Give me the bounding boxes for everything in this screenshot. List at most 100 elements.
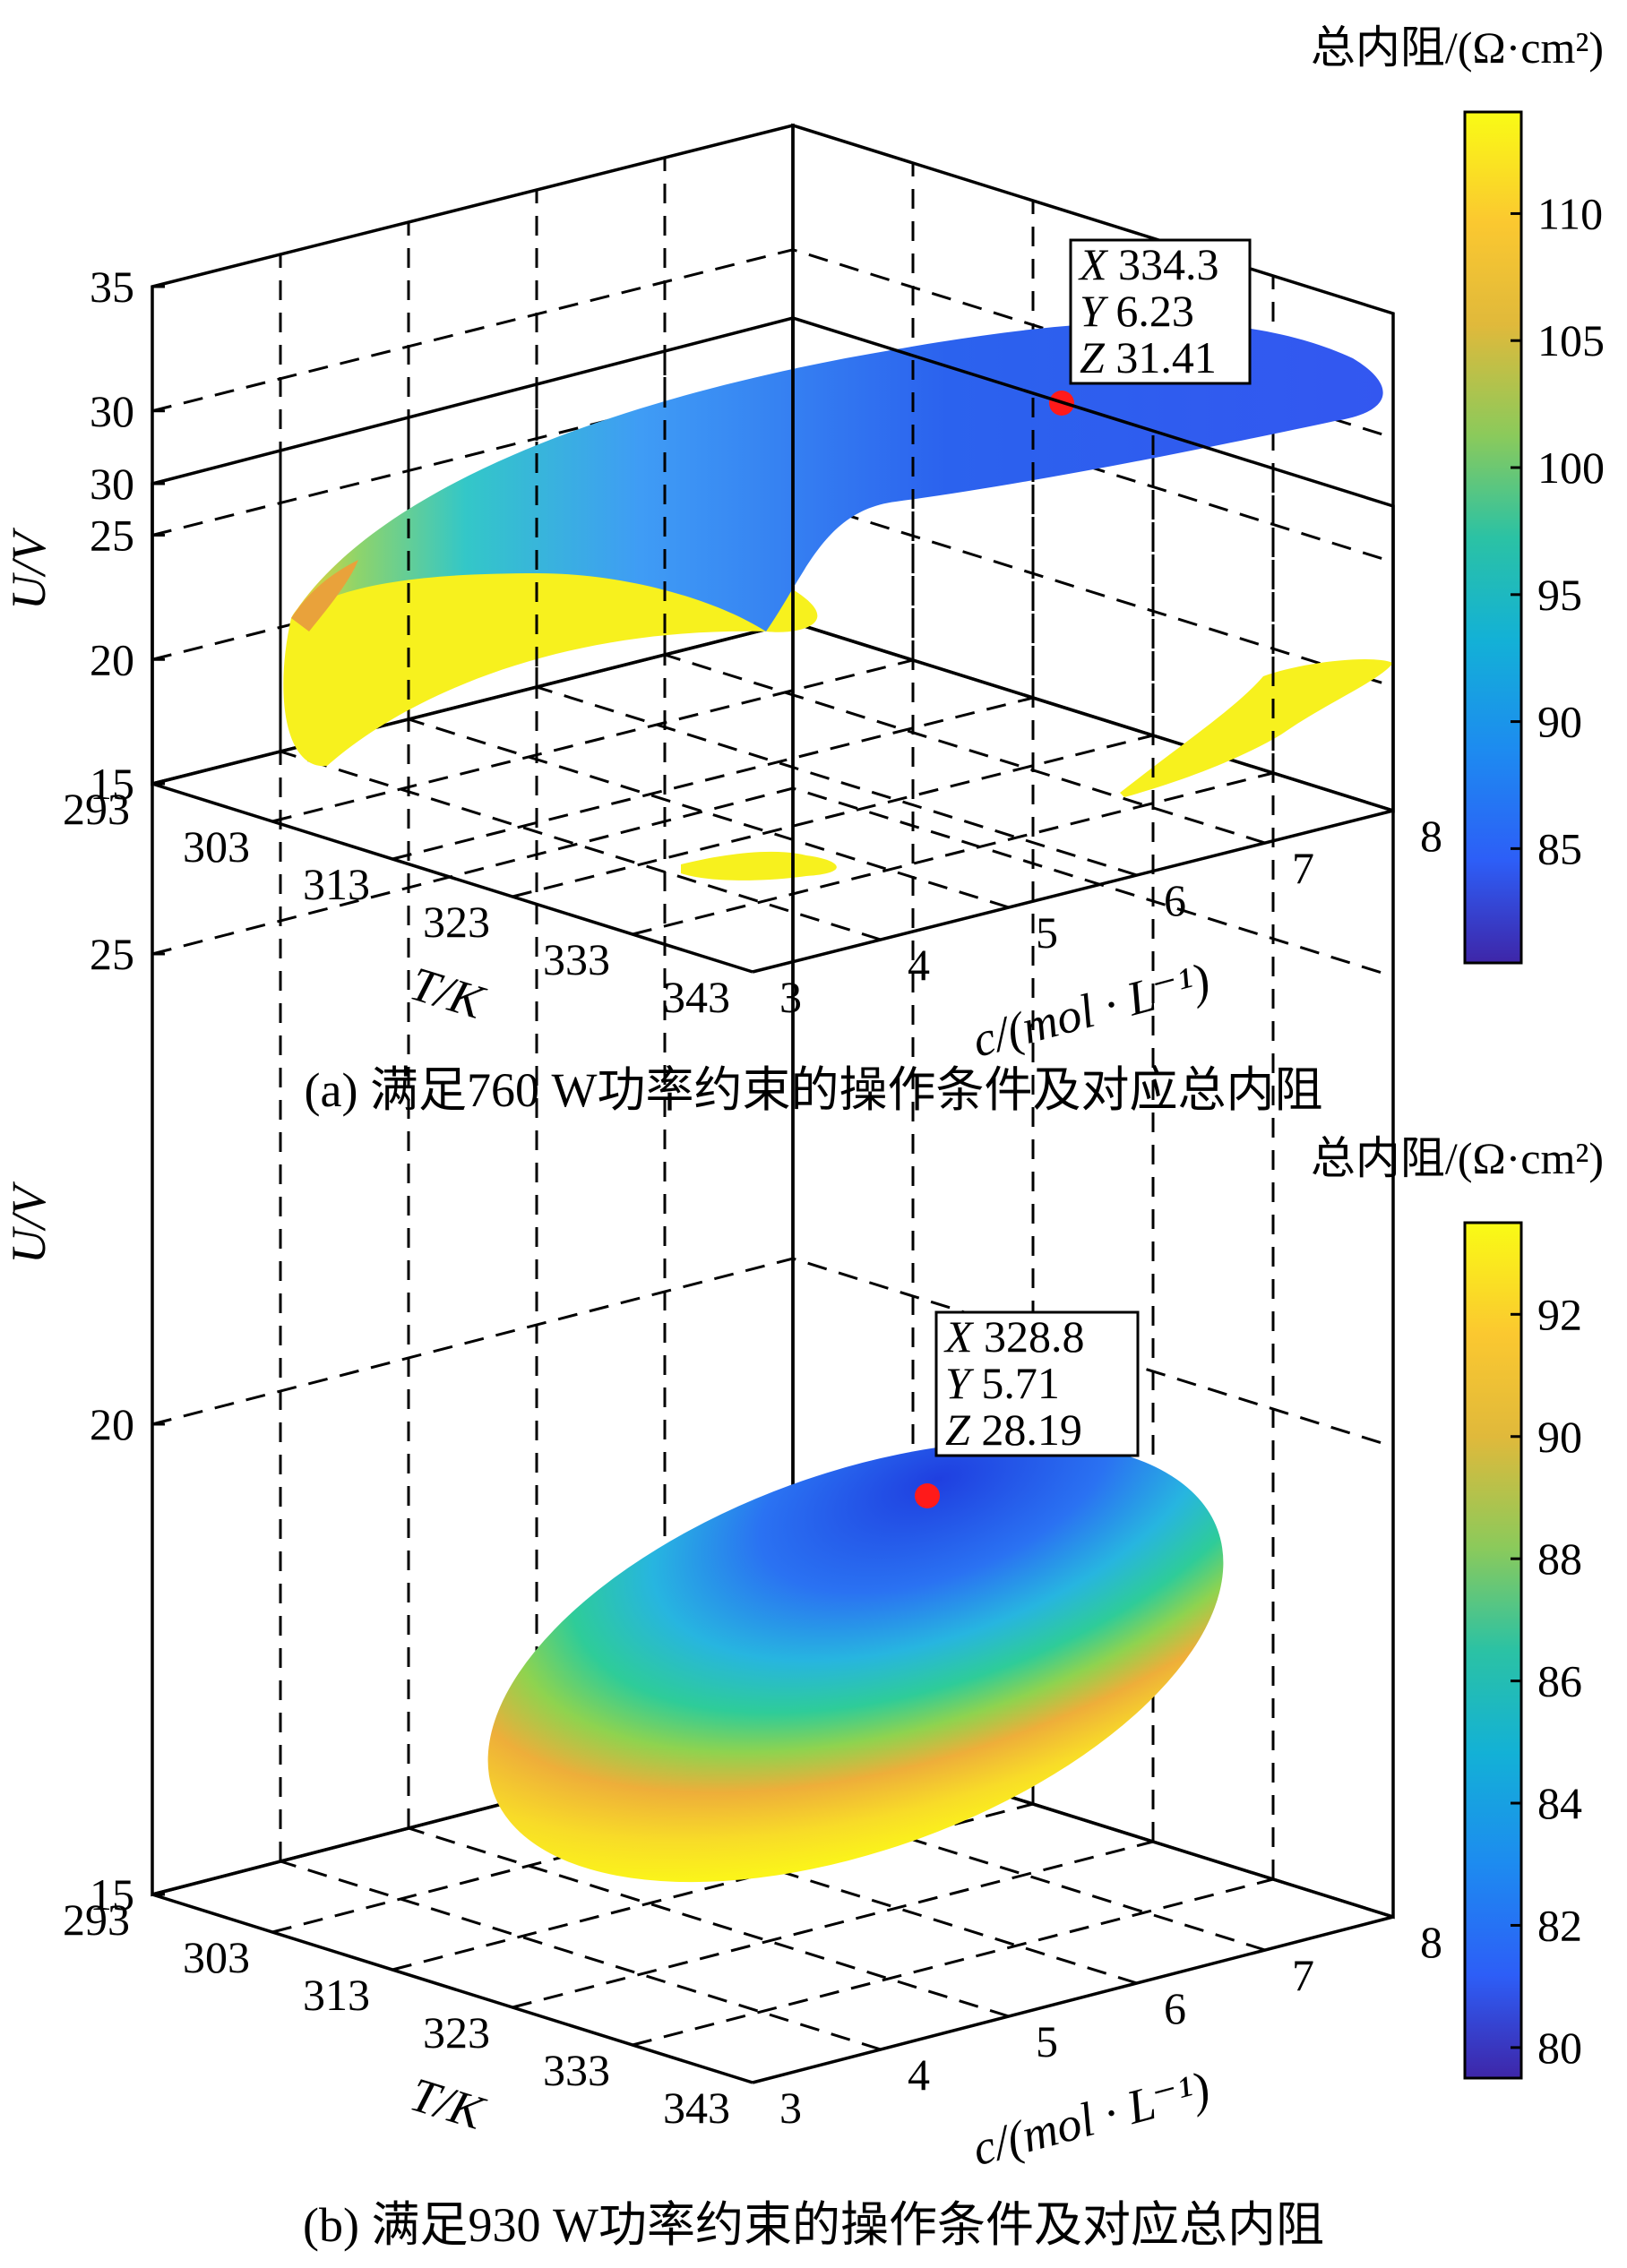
caption-a: (a) 满足760 W功率约束的操作条件及对应总内阻 <box>305 1063 1323 1117</box>
x-tick-label: 313 <box>303 1970 370 2020</box>
floor-edge-x <box>151 1893 753 2084</box>
y-tick-label: 8 <box>1420 811 1442 861</box>
colorbar-tick-label: 86 <box>1537 1656 1582 1706</box>
y-tick-label: 6 <box>1164 1983 1186 2033</box>
x-tick-label: 333 <box>543 2045 610 2095</box>
datatip-value: 28.19 <box>970 1405 1082 1455</box>
colorbar-tick-label: 88 <box>1537 1533 1582 1584</box>
grid-floor-x <box>632 1877 1274 2047</box>
z-tick-label: 30 <box>90 386 134 436</box>
colorbar-tick-label: 105 <box>1537 315 1605 365</box>
y-tick-label: 8 <box>1420 1917 1442 1967</box>
z-tick-label: 25 <box>90 929 134 979</box>
colorbar-tick-label: 82 <box>1537 1900 1582 1950</box>
grid-wall-z <box>151 786 1394 978</box>
z-tick-label: 30 <box>90 459 134 509</box>
y-tick-label: 3 <box>779 972 802 1022</box>
colorbar-tick-label: 100 <box>1537 442 1605 493</box>
x-tick-label: 343 <box>663 2083 730 2133</box>
y-axis-label: c/(mol · L⁻¹) <box>967 953 1215 1068</box>
grid-floor-x <box>632 771 1274 936</box>
floor-edge-x <box>151 782 753 974</box>
datatip-b[interactable]: X 328.8Y 5.71Z 28.19 <box>915 1310 1140 1508</box>
x-tick-label: 333 <box>543 934 610 984</box>
colorbar-tick-label: 84 <box>1537 1778 1582 1828</box>
datatip-key: Y <box>945 1358 975 1408</box>
grid-floor-x <box>271 658 914 823</box>
colorbar-title: 总内阻/(Ω·cm²) <box>1311 22 1604 73</box>
floor-edge-back-left <box>151 621 794 786</box>
colorbar-tick-label: 90 <box>1537 697 1582 747</box>
z-tick-label: 20 <box>90 634 134 684</box>
grid-floor-x <box>392 696 1034 861</box>
x-tick-label: 293 <box>63 784 130 834</box>
x-tick-label: 343 <box>663 972 730 1022</box>
grid-floor-y <box>536 685 1138 877</box>
surface-a-sheet <box>291 322 1383 631</box>
datatip-value: 5.71 <box>970 1358 1060 1408</box>
datatip-value: 6.23 <box>1105 286 1194 336</box>
datatip-key: X <box>943 1311 975 1362</box>
datatip-box <box>934 1310 1140 1457</box>
surface-a-floor-patch-2 <box>1120 658 1393 797</box>
datatip-value: 31.41 <box>1105 332 1217 382</box>
datatip-value: 328.8 <box>973 1311 1085 1362</box>
colorbar-tick-label: 80 <box>1537 2023 1582 2073</box>
datatip-row: Y 6.23 <box>1080 286 1194 336</box>
z-tick-label: 25 <box>90 511 134 561</box>
y-tick-label: 5 <box>1036 907 1058 958</box>
datatip-key: Z <box>945 1405 971 1455</box>
datatip-box <box>1069 238 1252 385</box>
caption-b: (b) 满足930 W功率约束的操作条件及对应总内阻 <box>303 2198 1324 2252</box>
datatip-marker <box>915 1483 940 1508</box>
datatip-value: 334.3 <box>1107 239 1219 289</box>
datatip-row: X 328.8 <box>943 1311 1085 1362</box>
datatip-a[interactable]: X 334.3Y 6.23Z 31.41 <box>1049 238 1252 416</box>
colorbar-ramp <box>1463 1221 1523 2080</box>
colorbar-tick-label: 92 <box>1537 1289 1582 1339</box>
floor-edge-back-right <box>792 621 1394 812</box>
grid-floor-y <box>408 1826 1010 2018</box>
datatip-row: Z 31.41 <box>1080 332 1217 382</box>
surface-b <box>487 1440 1224 1883</box>
y-tick-label: 7 <box>1292 1950 1314 2000</box>
surface-b-ellipsoid <box>487 1440 1224 1883</box>
colorbar-title: 总内阻/(Ω·cm²) <box>1311 1133 1604 1183</box>
floor-edge-y <box>752 809 1394 974</box>
datatip-key: Y <box>1080 286 1109 336</box>
x-tick-label: 303 <box>183 1932 250 1982</box>
colorbar-tick-label: 85 <box>1537 823 1582 873</box>
colorbar-tick-label: 95 <box>1537 570 1582 620</box>
datatip-key: X <box>1078 239 1109 289</box>
grid-wall-z <box>151 1257 1394 1448</box>
x-axis-label: T/K <box>404 957 492 1030</box>
datatip-key: Z <box>1080 332 1106 382</box>
z-tick-label: 15 <box>90 1869 134 1920</box>
datatip-row: Z 28.19 <box>945 1405 1082 1455</box>
surface-a-rim <box>291 560 358 631</box>
y-tick-label: 7 <box>1292 843 1314 893</box>
grid-floor-y <box>664 653 1266 845</box>
y-tick-label: 4 <box>908 940 930 990</box>
y-tick-label: 4 <box>908 2049 930 2100</box>
x-tick-label: 313 <box>303 859 370 909</box>
x-tick-label: 323 <box>423 2007 490 2058</box>
grid-floor-y <box>280 750 882 941</box>
datatip-row: X 334.3 <box>1078 239 1219 289</box>
x-tick-label: 303 <box>183 821 250 872</box>
floor-edge-y <box>752 1915 1394 2084</box>
colorbar-tick-label: 110 <box>1537 188 1603 238</box>
z-axis-label: U/V <box>2 1181 56 1264</box>
z-axis-label: U/V <box>2 527 56 610</box>
grid-floor-y <box>408 717 1010 909</box>
colorbar-a: 85 90 95 100 105 110 总内阻/(Ω·cm²) <box>1311 22 1605 965</box>
x-tick-label: 323 <box>423 897 490 947</box>
colorbar-ramp <box>1463 110 1523 965</box>
z-tick-label: 20 <box>90 1399 134 1449</box>
y-tick-label: 3 <box>779 2083 802 2133</box>
x-tick-label: 293 <box>63 1894 130 1945</box>
surface-a <box>283 322 1393 881</box>
y-axis-label: c/(mol · L⁻¹) <box>967 2061 1215 2176</box>
